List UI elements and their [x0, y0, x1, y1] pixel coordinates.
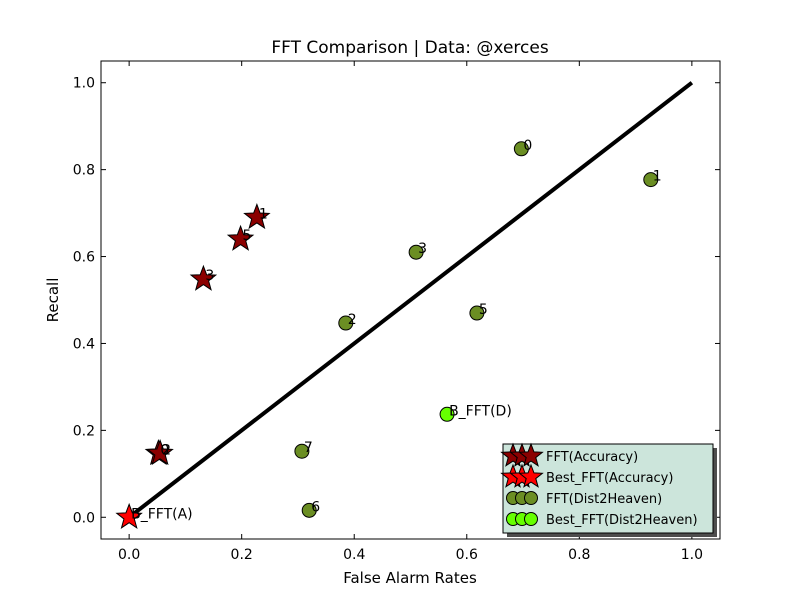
x-tick-label: 0.0 — [118, 547, 140, 563]
point-label: 0 — [160, 442, 169, 458]
legend-entry: FFT(Dist2Heaven) — [506, 491, 662, 507]
x-tick-label: 1.0 — [681, 547, 703, 563]
point-label: 6 — [311, 499, 320, 515]
legend-label: Best_FFT(Dist2Heaven) — [546, 513, 698, 528]
point-label: 3 — [205, 268, 214, 284]
data-layer — [115, 81, 694, 529]
x-axis-label: False Alarm Rates — [343, 569, 477, 587]
data-point — [513, 141, 529, 157]
y-tick-label: 0.6 — [73, 250, 95, 266]
point-label: 1 — [259, 206, 268, 222]
data-point — [115, 502, 143, 529]
y-tick-label: 0.4 — [73, 336, 95, 352]
y-tick-label: 1.0 — [73, 76, 95, 92]
y-tick-label: 0.2 — [73, 423, 95, 439]
data-point — [146, 438, 174, 466]
diagonal-line — [127, 81, 694, 519]
x-tick-label: 0.8 — [568, 547, 590, 563]
legend-label: FFT(Accuracy) — [546, 450, 638, 465]
legend: FFT(Accuracy) Best_FFT(Accuracy) FFT(Dist2… — [500, 442, 717, 537]
point-label: B_FFT(A) — [131, 506, 193, 522]
series-best-fft-accuracy — [115, 502, 143, 529]
data-point — [338, 315, 354, 331]
point-label: 2 — [162, 442, 171, 458]
x-tick-label: 0.6 — [456, 547, 478, 563]
data-point — [469, 305, 485, 321]
y-axis-label: Recall — [44, 278, 62, 323]
legend-entry: Best_FFT(Accuracy) — [500, 463, 673, 488]
series-fft-dist2heaven — [294, 141, 659, 518]
point-label: 0 — [523, 138, 532, 154]
legend-entry: Best_FFT(Dist2Heaven) — [506, 512, 698, 528]
legend-label: Best_FFT(Accuracy) — [546, 471, 673, 486]
data-point — [294, 443, 310, 459]
data-point — [408, 244, 424, 260]
y-tick-label: 0.8 — [73, 163, 95, 179]
data-point — [243, 203, 271, 230]
axis-ticks: 0.0 0.2 0.4 0.6 0.8 1.0 0.0 0.2 0.4 0.6 0.8 1.0 — [73, 61, 720, 563]
point-label: 1 — [653, 169, 662, 185]
chart-title: FFT Comparison | Data: @xerces — [271, 38, 549, 58]
y-tick-label: 0.0 — [73, 510, 95, 526]
x-tick-label: 0.2 — [231, 547, 253, 563]
point-label: 2 — [348, 312, 357, 328]
legend-marker — [524, 512, 538, 526]
point-label: 3 — [418, 241, 427, 257]
legend-marker — [524, 491, 538, 505]
legend-box — [502, 443, 714, 534]
point-label: 7 — [304, 440, 313, 456]
legend-marker — [518, 442, 544, 467]
data-point — [439, 406, 455, 422]
data-point — [226, 224, 255, 251]
series-fft-accuracy — [144, 203, 271, 466]
legend-entry: FFT(Accuracy) — [500, 442, 638, 467]
data-point — [301, 502, 317, 518]
series-best-fft-dist2heaven — [439, 406, 455, 422]
data-point — [189, 264, 218, 291]
legend-marker — [518, 463, 544, 488]
legend-label: FFT(Dist2Heaven) — [546, 492, 662, 507]
plot-frame — [100, 60, 721, 540]
data-point — [643, 172, 659, 188]
x-tick-label: 0.4 — [343, 547, 365, 563]
point-label: 5 — [243, 228, 252, 244]
point-label: B_FFT(D) — [449, 403, 512, 419]
point-label: 5 — [479, 302, 488, 318]
